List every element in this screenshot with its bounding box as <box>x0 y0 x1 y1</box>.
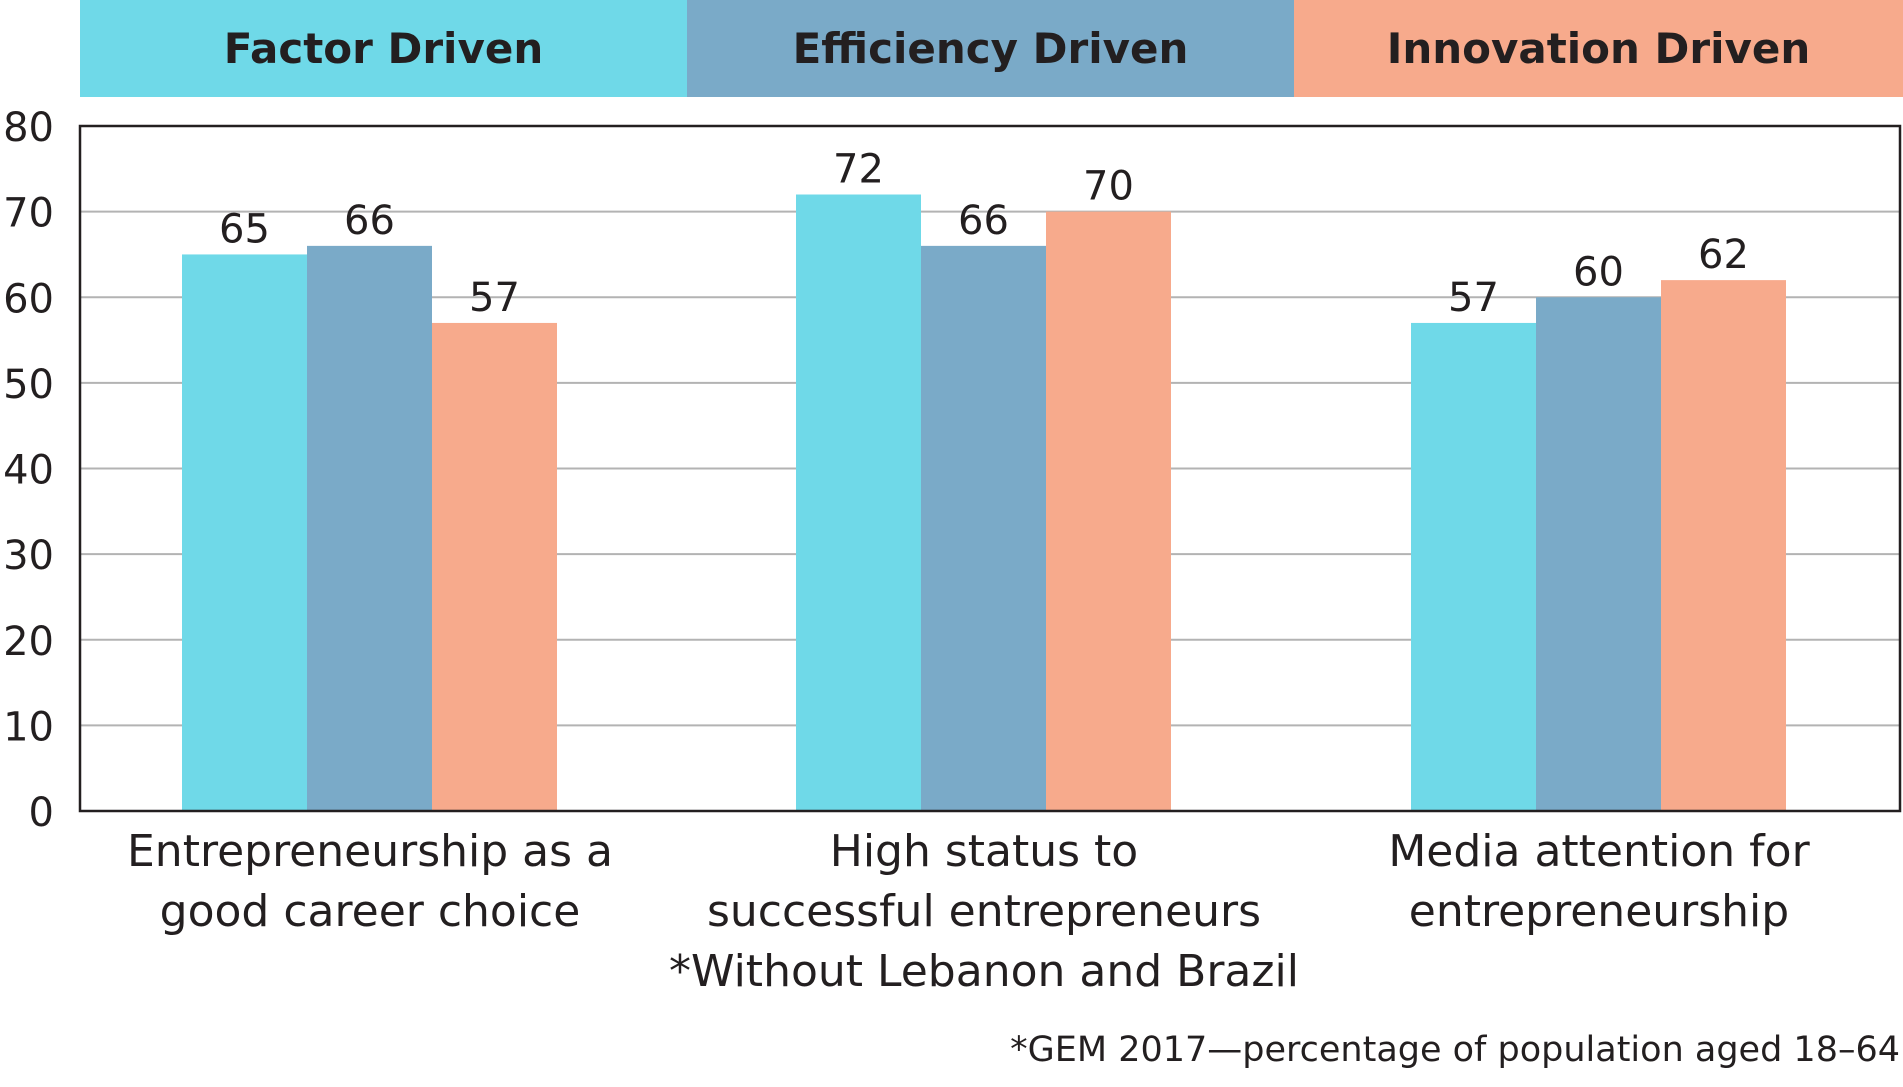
bar <box>1536 297 1661 811</box>
data-label: 62 <box>1698 232 1749 278</box>
y-tick-label: 0 <box>29 790 54 836</box>
category-line: Media attention for <box>1388 826 1810 877</box>
bar <box>307 245 432 811</box>
category-note: *Without Lebanon and Brazil <box>669 946 1299 997</box>
category-label-3: Media attention for entrepreneurship <box>1279 822 1903 942</box>
y-tick-label: 50 <box>3 362 54 408</box>
legend-label: Efficiency Driven <box>792 24 1189 73</box>
plot-frame <box>78 124 1902 813</box>
bar <box>432 322 557 811</box>
footnote: *GEM 2017—percentage of population aged … <box>1010 1030 1900 1070</box>
category-label-2: High status to successful entrepreneurs … <box>664 822 1304 1002</box>
legend-innovation-driven: Innovation Driven <box>1294 0 1903 97</box>
legend-label: Innovation Driven <box>1386 24 1811 73</box>
y-tick-label: 60 <box>3 276 54 322</box>
bar <box>1046 211 1171 811</box>
category-line: entrepreneurship <box>1408 886 1790 937</box>
y-tick-label: 70 <box>3 191 54 237</box>
y-tick-label: 30 <box>3 533 54 579</box>
data-label: 66 <box>958 198 1009 244</box>
data-label: 70 <box>1083 164 1134 210</box>
bar <box>921 245 1046 811</box>
category-label-1: Entrepreneurship as a good career choice <box>50 822 690 942</box>
bar <box>796 194 921 811</box>
bar <box>1411 322 1536 811</box>
data-label: 57 <box>469 275 520 321</box>
legend-factor-driven: Factor Driven <box>80 0 687 97</box>
y-tick-label: 80 <box>3 105 54 151</box>
y-tick-label: 40 <box>3 448 54 494</box>
category-line: successful entrepreneurs <box>706 886 1262 937</box>
category-line: Entrepreneurship as a <box>127 826 613 877</box>
data-label: 57 <box>1448 275 1499 321</box>
data-label: 65 <box>219 206 270 252</box>
legend-efficiency-driven: Efficiency Driven <box>687 0 1294 97</box>
y-tick-label: 20 <box>3 619 54 665</box>
category-line: good career choice <box>159 886 581 937</box>
data-label: 72 <box>833 147 884 193</box>
data-label: 60 <box>1573 249 1624 295</box>
y-tick-label: 10 <box>3 704 54 750</box>
category-line: High status to <box>829 826 1139 877</box>
legend-label: Factor Driven <box>223 24 544 73</box>
bar <box>1661 280 1786 811</box>
data-label: 66 <box>344 198 395 244</box>
bar <box>182 254 307 811</box>
